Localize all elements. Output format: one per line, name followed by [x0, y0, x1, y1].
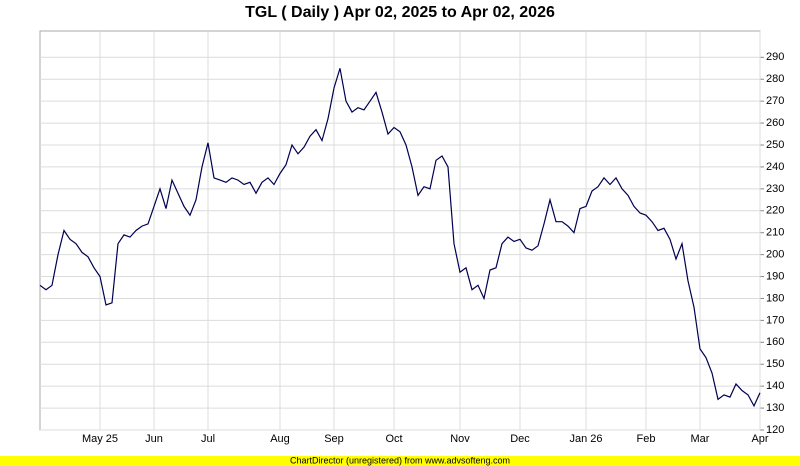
y-tick-label: 210 — [766, 227, 784, 239]
x-tick-label: Jul — [201, 433, 215, 445]
y-tick-label: 170 — [766, 314, 784, 326]
y-tick-label: 180 — [766, 292, 784, 304]
x-tick-label: Mar — [691, 433, 710, 445]
y-tick-label: 230 — [766, 183, 784, 195]
x-tick-label: Jun — [145, 433, 163, 445]
x-tick-label: Sep — [324, 433, 344, 445]
y-tick-label: 160 — [766, 336, 784, 348]
y-tick-label: 200 — [766, 249, 784, 261]
y-tick-label: 150 — [766, 358, 784, 370]
price-line — [39, 68, 761, 408]
x-tick-label: Nov — [450, 433, 470, 445]
plot-area — [39, 30, 761, 431]
footer-text: ChartDirector (unregistered) from www.ad… — [290, 455, 510, 465]
x-tick-label: Oct — [385, 433, 402, 445]
chart-title: TGL ( Daily ) Apr 02, 2025 to Apr 02, 20… — [245, 4, 555, 21]
y-tick-label: 290 — [766, 51, 784, 63]
x-tick-label: Dec — [510, 433, 530, 445]
y-tick-label: 140 — [766, 380, 784, 392]
y-tick-label: 130 — [766, 402, 784, 414]
x-tick-label: Aug — [270, 433, 290, 445]
x-tick-label: May 25 — [82, 433, 118, 445]
y-tick-label: 120 — [766, 424, 784, 436]
y-tick-label: 190 — [766, 270, 784, 282]
y-tick-label: 220 — [766, 205, 784, 217]
x-tick-label: Jan 26 — [569, 433, 602, 445]
x-tick-label: Feb — [637, 433, 656, 445]
y-tick-label: 250 — [766, 139, 784, 151]
footer-bar — [0, 456, 800, 466]
y-tick-label: 280 — [766, 73, 784, 85]
y-tick-label: 270 — [766, 95, 784, 107]
y-tick-label: 240 — [766, 161, 784, 173]
x-tick-label: Apr — [751, 433, 768, 445]
y-tick-label: 260 — [766, 117, 784, 129]
